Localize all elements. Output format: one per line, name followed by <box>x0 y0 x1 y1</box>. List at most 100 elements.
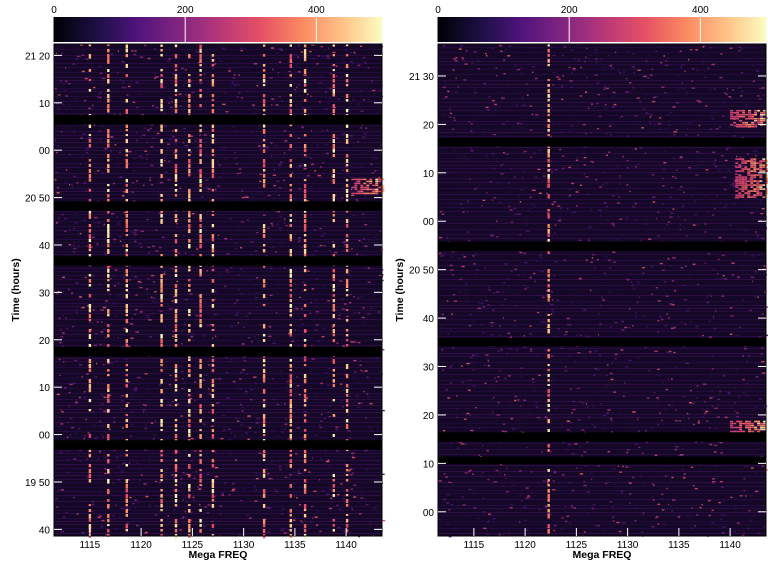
left-channel-segment <box>174 499 178 503</box>
right-noise-pixel <box>674 378 677 380</box>
right-noise-pixel <box>648 113 652 115</box>
right-noise-pixel <box>603 425 605 427</box>
left-noise-pixel <box>379 370 383 372</box>
right-noise-pixel <box>482 471 484 473</box>
left-noise-pixel <box>64 53 66 56</box>
left-band-row <box>54 431 382 432</box>
right-noise-pixel <box>673 161 677 163</box>
right-noise-pixel <box>486 192 488 194</box>
left-channel-segment <box>303 189 307 194</box>
right-noise-pixel <box>530 350 532 352</box>
left-noise-pixel <box>86 191 89 193</box>
left-noise-pixel <box>106 477 110 480</box>
left-channel-segment <box>125 419 128 423</box>
left-noise-pixel <box>304 324 307 326</box>
left-noise-pixel <box>79 199 81 202</box>
right-noise-pixel <box>652 487 656 490</box>
right-noise-pixel <box>685 91 688 94</box>
left-noise-pixel <box>134 308 138 311</box>
left-noise-pixel <box>117 71 119 74</box>
left-channel-segment <box>174 339 178 342</box>
left-channel-segment <box>188 229 191 234</box>
left-noise-pixel <box>104 369 106 372</box>
left-channel-segment <box>125 229 128 232</box>
left-noise-pixel <box>266 459 269 461</box>
right-noise-pixel <box>543 483 547 485</box>
right-noise-pixel <box>595 63 598 65</box>
right-noise-pixel <box>501 45 503 47</box>
left-noise-pixel <box>196 248 199 250</box>
left-plot-frame <box>53 43 383 537</box>
left-noise-pixel <box>78 396 81 399</box>
left-noise-pixel <box>112 299 115 301</box>
left-noise-pixel <box>364 149 367 151</box>
right-noise-pixel <box>644 179 646 182</box>
left-noise-pixel <box>86 245 89 247</box>
left-noise-pixel <box>355 180 358 183</box>
left-noise-pixel <box>270 478 273 480</box>
left-noise-pixel <box>258 45 262 48</box>
left-noise-pixel <box>286 386 288 388</box>
left-channel-segment <box>160 334 163 339</box>
left-noise-pixel <box>204 239 208 242</box>
left-channel-segment <box>188 489 191 492</box>
right-noise-pixel <box>583 481 586 483</box>
left-channel-segment <box>125 329 128 333</box>
left-noise-pixel <box>351 456 356 459</box>
left-noise-pixel <box>273 223 275 225</box>
left-noise-pixel <box>352 482 355 485</box>
left-noise-pixel <box>267 472 270 475</box>
right-noise-pixel <box>580 429 585 431</box>
left-noise-pixel <box>312 517 314 519</box>
right-noise-pixel <box>726 216 730 218</box>
left-noise-pixel <box>250 192 253 194</box>
left-noise-pixel <box>326 493 330 495</box>
left-patch-pixel <box>363 188 367 191</box>
left-noise-pixel <box>182 378 184 380</box>
right-noise-pixel <box>485 155 489 157</box>
left-noise-pixel <box>359 74 362 76</box>
right-noise-pixel <box>671 304 675 306</box>
right-noise-pixel <box>597 494 601 497</box>
left-channel-segment <box>107 94 110 99</box>
right-noise-pixel <box>633 287 635 290</box>
left-x-tick-label: 1120 <box>130 540 152 551</box>
right-noise-pixel <box>722 533 726 536</box>
left-noise-pixel <box>73 175 77 177</box>
right-noise-pixel <box>460 365 463 367</box>
right-noise-pixel <box>518 135 522 137</box>
left-channel-segment <box>174 219 178 223</box>
right-noise-pixel <box>585 259 588 261</box>
right-noise-pixel <box>513 471 516 473</box>
right-noise-pixel <box>568 482 572 484</box>
left-channel-segment <box>199 524 202 527</box>
right-noise-pixel <box>703 45 705 47</box>
left-noise-pixel <box>133 328 137 330</box>
left-noise-pixel <box>334 415 337 417</box>
left-noise-pixel <box>321 55 325 57</box>
right-noise-pixel <box>524 288 527 290</box>
right-noise-pixel <box>696 69 698 71</box>
left-noise-pixel <box>340 399 343 402</box>
left-noise-pixel <box>362 266 366 269</box>
right-noise-pixel <box>456 395 458 397</box>
right-noise-pixel <box>642 512 645 514</box>
left-channel-segment <box>174 139 178 142</box>
left-channel-segment <box>174 104 178 108</box>
left-noise-pixel <box>157 510 161 513</box>
right-noise-pixel <box>592 405 595 408</box>
left-noise-pixel <box>259 105 263 107</box>
left-noise-pixel <box>295 307 298 310</box>
left-noise-pixel <box>297 84 301 86</box>
left-channel-segment <box>303 249 307 254</box>
left-channel-segment <box>88 469 92 474</box>
left-channel-segment <box>107 224 110 229</box>
left-noise-pixel <box>155 505 159 507</box>
left-channel-segment <box>345 99 349 102</box>
right-noise-pixel <box>607 259 612 261</box>
right-noise-pixel <box>485 161 488 163</box>
left-channel-segment <box>199 479 202 483</box>
right-noise-pixel <box>458 48 462 50</box>
right-noise-pixel <box>603 88 607 90</box>
left-noise-pixel <box>91 236 95 238</box>
